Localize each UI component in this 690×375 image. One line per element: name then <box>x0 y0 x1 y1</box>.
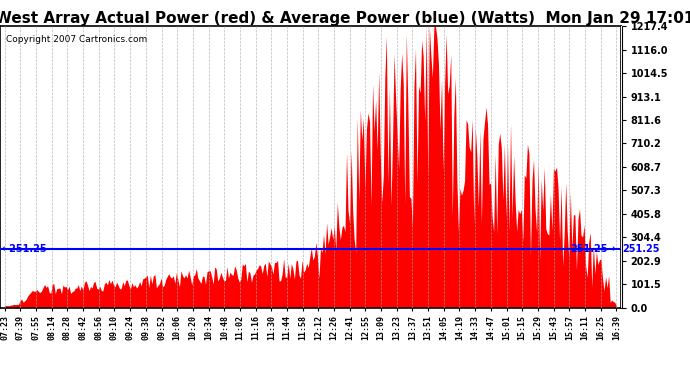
Text: West Array Actual Power (red) & Average Power (blue) (Watts)  Mon Jan 29 17:01: West Array Actual Power (red) & Average … <box>0 11 690 26</box>
Text: ←251.25: ←251.25 <box>2 244 48 255</box>
Text: Copyright 2007 Cartronics.com: Copyright 2007 Cartronics.com <box>6 35 148 44</box>
Text: 251.25: 251.25 <box>622 244 660 255</box>
Text: 251.25→: 251.25→ <box>571 244 616 255</box>
